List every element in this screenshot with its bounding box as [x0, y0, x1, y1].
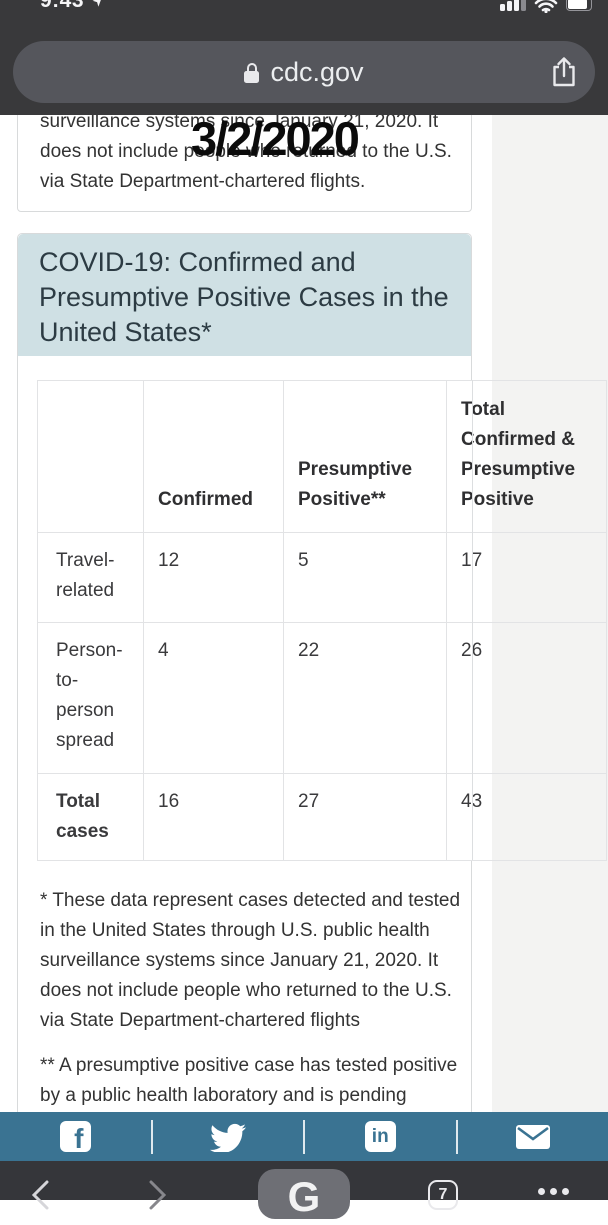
fragment-line: via State Department-chartered flights. — [40, 167, 452, 197]
google-g-icon: G — [288, 1173, 321, 1220]
email-icon — [515, 1124, 551, 1150]
cell-travel-presumptive: 5 — [284, 533, 447, 623]
card-edge-line — [472, 380, 473, 860]
app-bar: G 7 — [0, 1161, 608, 1200]
cell-travel-confirmed: 12 — [144, 533, 284, 623]
footnote-line: in the United States through U.S. public… — [40, 916, 460, 946]
cell-total-total: 43 — [447, 774, 607, 861]
cell-person-presumptive: 22 — [284, 623, 447, 774]
facebook-icon: f — [60, 1121, 91, 1152]
browser-chrome: 9:43 ➤ cdc.gov — [0, 0, 608, 115]
footnote-line: * These data represent cases detected an… — [40, 886, 460, 916]
footnote-line: ** A presumptive positive case has teste… — [40, 1051, 457, 1081]
cell-travel-total: 17 — [447, 533, 607, 623]
more-dots-icon — [538, 1188, 545, 1195]
url-bar[interactable]: cdc.gov — [13, 41, 595, 103]
col-header-total: Total Confirmed & Presumptive Positive — [447, 381, 607, 533]
col-header-empty — [38, 381, 144, 533]
row-label-total: Total cases — [38, 774, 144, 861]
cell-total-presumptive: 27 — [284, 774, 447, 861]
cases-table: Confirmed Presumptive Positive** Total C… — [37, 380, 607, 861]
linkedin-icon: in — [365, 1121, 396, 1152]
signal-icon — [500, 0, 526, 11]
footnote-second: ** A presumptive positive case has teste… — [40, 1051, 457, 1111]
battery-icon — [566, 0, 592, 11]
col-header-confirmed: Confirmed — [144, 381, 284, 533]
status-bar-right — [500, 0, 592, 13]
google-button[interactable]: G — [258, 1169, 350, 1219]
forward-button[interactable] — [148, 1180, 168, 1210]
footnote-line: via State Department-chartered flights — [40, 1006, 460, 1036]
url-text: cdc.gov — [270, 57, 363, 88]
cell-person-total: 26 — [447, 623, 607, 774]
location-arrow-icon: ➤ — [89, 0, 104, 11]
footnote-first: * These data represent cases detected an… — [40, 886, 460, 1036]
table-row: Person-to-person spread 4 22 26 — [38, 623, 607, 774]
wifi-icon — [534, 0, 558, 13]
twitter-button[interactable] — [153, 1112, 304, 1161]
row-label-travel: Travel-related — [38, 533, 144, 623]
footnote-line: by a public health laboratory and is pen… — [40, 1081, 457, 1111]
table-row: Travel-related 12 5 17 — [38, 533, 607, 623]
time-label: 9:43 — [40, 0, 84, 11]
row-label-person: Person-to-person spread — [38, 623, 144, 774]
social-share-bar: f in — [0, 1112, 608, 1161]
cell-total-confirmed: 16 — [144, 774, 284, 861]
twitter-icon — [210, 1122, 246, 1152]
email-button[interactable] — [458, 1112, 608, 1161]
table-header-row: Confirmed Presumptive Positive** Total C… — [38, 381, 607, 533]
date-annotation: 3/2/2020 — [191, 111, 358, 166]
section-title-banner: COVID-19: Confirmed and Presumptive Posi… — [18, 234, 471, 356]
back-button[interactable] — [30, 1180, 50, 1210]
tabs-button[interactable]: 7 — [428, 1180, 458, 1210]
table-row: Total cases 16 27 43 — [38, 774, 607, 861]
footnote-line: does not include people who returned to … — [40, 976, 460, 1006]
footnote-line: surveillance systems since January 21, 2… — [40, 946, 460, 976]
section-title: COVID-19: Confirmed and Presumptive Posi… — [39, 245, 449, 350]
facebook-button[interactable]: f — [0, 1112, 151, 1161]
lock-icon — [244, 63, 259, 83]
more-button[interactable] — [538, 1188, 569, 1195]
tab-count: 7 — [439, 1186, 448, 1203]
cell-person-confirmed: 4 — [144, 623, 284, 774]
status-bar-left: 9:43 ➤ — [40, 0, 104, 11]
col-header-presumptive: Presumptive Positive** — [284, 381, 447, 533]
linkedin-button[interactable]: in — [305, 1112, 456, 1161]
share-icon[interactable] — [550, 55, 578, 89]
